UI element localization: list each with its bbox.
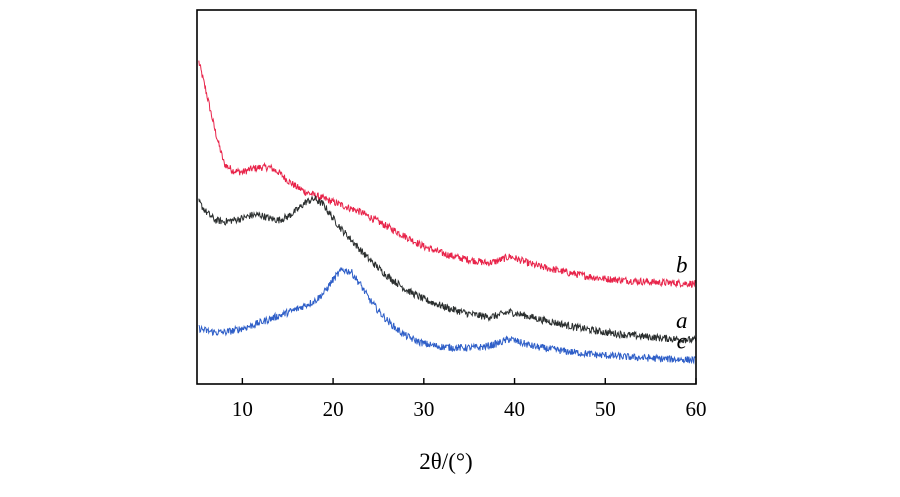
x-tick-label-60: 60 [686,397,707,421]
series-label-b: b [676,252,688,277]
x-tick-label-40: 40 [504,397,525,421]
plot-frame [196,9,697,385]
series-labels: b ac [676,252,688,353]
series-label-a: a [676,308,688,333]
x-axis-label: 2θ/(°) [419,449,472,474]
series-lines [198,60,697,365]
x-tick-label-30: 30 [413,397,434,421]
x-tick-label-50: 50 [595,397,616,421]
series-line-b [198,60,697,288]
series-label-c: c [677,329,687,354]
x-axis-ticks: 10 20 30 40 50 60 [232,378,707,421]
series-line-c [198,267,697,365]
x-tick-label-20: 20 [323,397,344,421]
series-line-a [198,195,697,344]
plot-area [196,9,697,385]
x-tick-label-10: 10 [232,397,253,421]
